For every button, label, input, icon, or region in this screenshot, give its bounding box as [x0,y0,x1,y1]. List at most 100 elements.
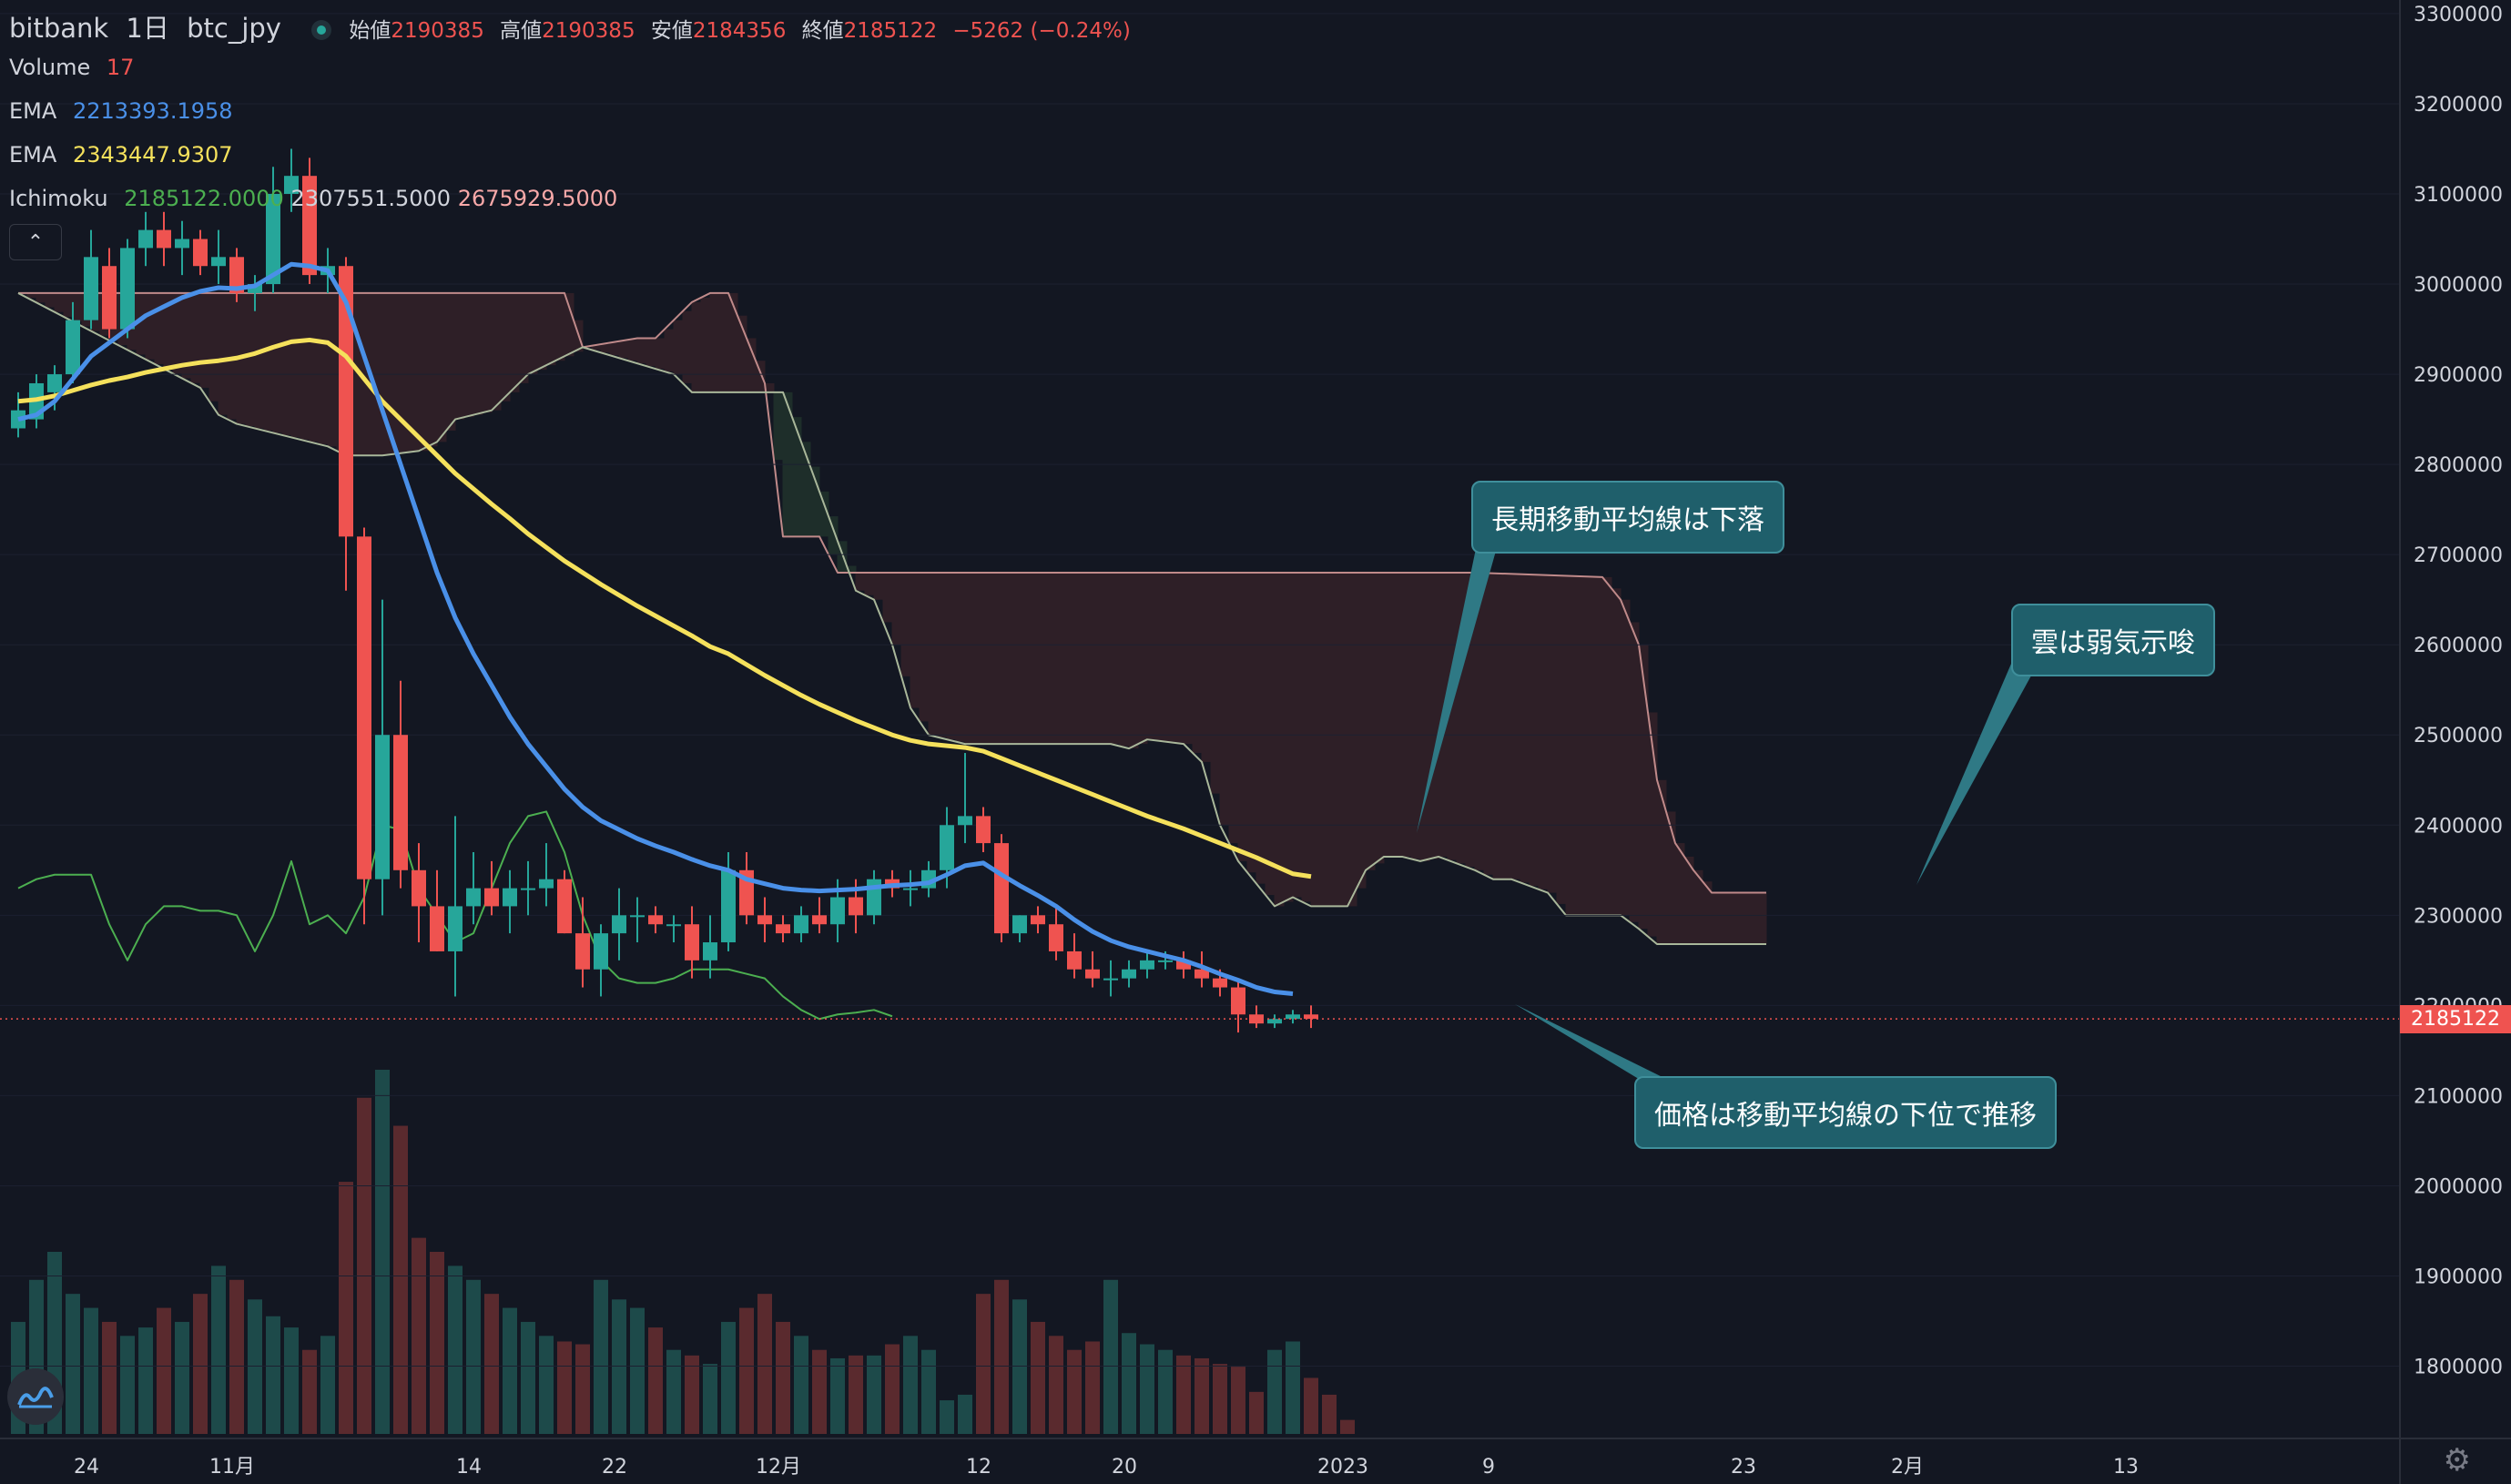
ichimoku-cloud-segment [1155,572,1166,741]
ema-fast-legend[interactable]: EMA 2213393.1958 [9,98,242,124]
volume-bar [484,1294,499,1434]
callout-pointer-long-ema [1417,544,1498,833]
x-tick-label: 9 [1482,1456,1495,1479]
volume-bar [412,1237,426,1434]
candle-body [466,888,481,907]
ichimoku-cloud-segment [527,292,538,375]
ichimoku-cloud-segment [172,292,183,374]
ichimoku-cloud-segment [1201,572,1212,762]
volume-bar [1231,1367,1245,1434]
ichimoku-cloud-segment [1483,573,1494,875]
x-tick-label: 11月 [209,1456,255,1479]
volume-bar [648,1327,663,1434]
ichimoku-cloud-segment [227,292,238,420]
candle-body [1049,924,1063,951]
ichimoku-cloud-segment [1301,572,1312,902]
ichimoku-cloud-segment [208,292,219,401]
candle-body [484,888,499,907]
y-tick-label: 1800000 [2414,1357,2503,1379]
volume-bar [1304,1377,1318,1434]
tradingview-logo-icon[interactable] [7,1368,64,1425]
ichimoku-cloud-segment [1365,572,1376,870]
ichimoku-cloud-segment [218,292,229,415]
ichimoku-cloud-segment [1137,572,1148,745]
y-tick-label: 2000000 [2414,1175,2503,1198]
ichimoku-cloud-segment [199,292,210,388]
ichimoku-cloud-segment [791,417,802,537]
ichimoku-cloud-segment [391,292,402,454]
ichimoku-cloud-segment [1447,572,1458,860]
candle-body [193,239,208,267]
candle-body [1103,978,1118,981]
exchange-name: bitbank [9,13,109,44]
volume-bar [976,1294,991,1434]
volume-bar [557,1341,572,1434]
volume-bar [1286,1341,1300,1434]
volume-bar [885,1344,900,1434]
ichimoku-cloud-segment [891,572,902,645]
ichimoku-cloud-segment [1529,574,1540,887]
candle-body [412,869,426,907]
x-tick-label: 23 [1731,1456,1756,1479]
ichimoku-cloud-segment [1702,881,1713,945]
ichimoku-cloud-segment [1055,572,1066,745]
ichimoku-value-3: 2675929.5000 [457,186,618,211]
volume-legend[interactable]: Volume 17 [9,55,143,80]
volume-bar [229,1279,244,1434]
y-tick-label: 3300000 [2414,4,2503,26]
ichimoku-span-a-line [18,291,1766,894]
ichimoku-cloud-segment [54,292,65,312]
volume-bar [575,1344,590,1434]
x-tick-label: 14 [456,1456,482,1479]
volume-bar [1067,1349,1082,1434]
ichimoku-cloud-segment [737,315,747,392]
open-label: 始値 [349,19,391,43]
ichimoku-legend[interactable]: Ichimoku 2185122.0000 2307551.5000 26759… [9,186,626,211]
symbol-name[interactable]: btc_jpy [187,13,281,44]
candle-body [685,924,699,961]
ichimoku-cloud-segment [500,292,511,401]
ema-slow-value: 2343447.9307 [72,142,233,168]
volume-bar [867,1355,881,1434]
ichimoku-cloud-segment [646,338,656,367]
ichimoku-cloud-segment [1647,712,1658,937]
ichimoku-cloud-segment [1674,843,1685,945]
ema-slow-legend[interactable]: EMA 2343447.9307 [9,142,242,168]
ema-fast-line [17,261,1294,996]
interval[interactable]: 1日 [126,13,169,44]
ichimoku-cloud-segment [1565,575,1576,916]
volume-bar [1103,1279,1118,1434]
ichimoku-cloud-segment [1356,572,1367,889]
candle-body [1140,960,1154,970]
volume-bar [1322,1394,1337,1434]
low-label: 安値 [650,19,693,43]
gear-icon[interactable]: ⚙ [2443,1442,2471,1479]
ichimoku-cloud-segment [982,572,993,745]
volume-bar [1176,1355,1191,1434]
candle-body [612,915,626,934]
ichimoku-cloud-segment [1028,572,1039,745]
collapse-legend-button[interactable]: ⌃ [9,224,62,260]
ichimoku-cloud-segment [937,572,948,737]
candle-body [1267,1019,1282,1024]
ichimoku-cloud-segment [1073,572,1084,745]
callout-pointer-cloud [1916,657,2041,885]
ichimoku-cloud-segment [636,338,647,364]
candle-body [903,888,918,890]
ichimoku-cloud-segment [1538,574,1549,889]
ichimoku-cloud-segment [418,292,429,452]
volume-bar [138,1327,153,1434]
ichimoku-cloud-segment [36,292,46,303]
ichimoku-cloud-segment [600,344,611,353]
volume-bar [175,1321,189,1434]
high-value: 2190385 [542,19,635,43]
volume-bar [102,1321,117,1434]
ichimoku-cloud-segment [800,442,811,537]
ichimoku-cloud-segment [1520,574,1530,883]
ichimoku-cloud-segment [818,491,829,537]
ichimoku-cloud-segment [773,391,784,461]
candle-body [940,825,954,870]
ichimoku-cloud-segment [1128,572,1139,749]
candle-body [1304,1014,1318,1020]
